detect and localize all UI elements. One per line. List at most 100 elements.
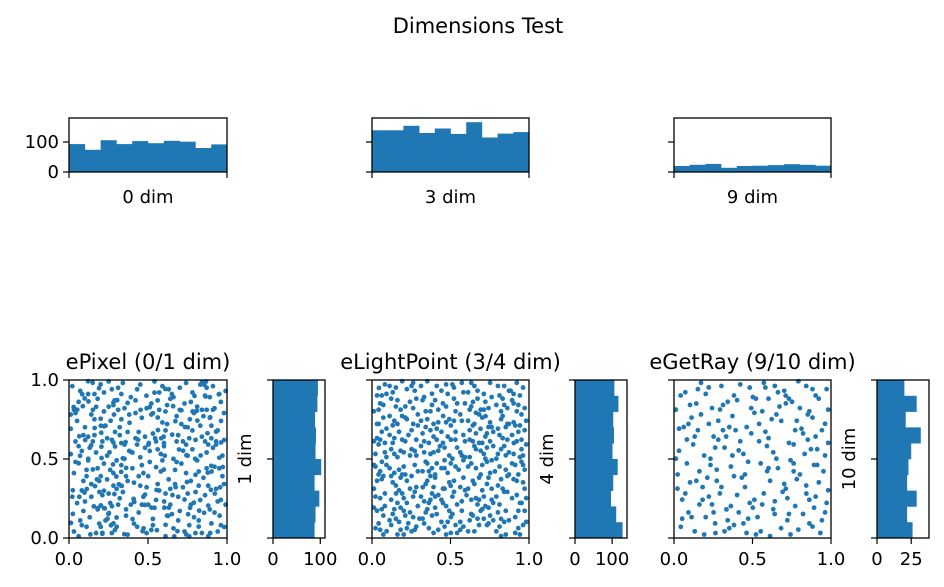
scatter-point — [678, 524, 684, 530]
scatter-point — [711, 434, 716, 439]
scatter-point — [426, 468, 432, 474]
scatter-point — [751, 497, 757, 503]
scatter-point — [98, 416, 104, 422]
scatter-point — [388, 473, 394, 479]
scatter-point — [773, 412, 779, 417]
scatter-point — [148, 527, 154, 533]
panel-1: 3 dim — [366, 117, 530, 208]
hist-bar — [450, 133, 467, 172]
hist-bar — [575, 443, 613, 460]
scatter-point — [80, 432, 86, 438]
scatter-point — [376, 472, 382, 477]
scatter-point — [217, 484, 223, 490]
scatter-point — [177, 508, 183, 514]
scatter-point — [95, 465, 101, 471]
scatter-point — [487, 438, 493, 444]
scatter-point — [387, 413, 392, 419]
scatter-point — [182, 497, 187, 502]
hist-bar — [195, 148, 212, 172]
scatter-point — [791, 468, 797, 474]
scatter-point — [412, 489, 418, 495]
scatter-point — [77, 388, 83, 394]
scatter-point — [511, 419, 517, 425]
scatter-point — [690, 442, 696, 447]
scatter-point — [712, 521, 718, 526]
scatter-point — [819, 517, 825, 523]
scatter-point — [517, 500, 523, 506]
scatter-point — [103, 518, 108, 523]
scatter-point — [445, 470, 451, 476]
scatter-point — [384, 462, 389, 468]
hist-bar — [273, 506, 316, 523]
scatter-point — [523, 442, 529, 447]
scatter-point — [205, 483, 211, 489]
scatter-point — [127, 420, 132, 426]
scatter-point — [167, 486, 173, 492]
x-tick-label: 1.0 — [817, 549, 846, 570]
scatter-point — [443, 503, 449, 509]
scatter-point — [418, 443, 424, 449]
scatter-point — [712, 445, 718, 451]
scatter-point — [175, 432, 181, 438]
scatter-point — [379, 506, 385, 512]
scatter-point — [163, 491, 168, 496]
x-axis-label: 9 dim — [727, 187, 778, 208]
scatter-point — [495, 383, 501, 389]
hist-bar — [513, 132, 530, 172]
scatter-point — [187, 416, 193, 422]
scatter-point — [772, 511, 778, 517]
scatter-point — [762, 385, 768, 390]
scatter-point — [701, 532, 707, 537]
scatter-point — [194, 458, 200, 463]
scatter-point — [791, 461, 797, 466]
scatter-point — [810, 386, 815, 392]
x-tick-label: 0 — [871, 549, 882, 570]
scatter-point — [515, 525, 521, 531]
scatter-point — [456, 467, 462, 473]
scatter-point — [692, 434, 698, 439]
scatter-point — [210, 383, 216, 389]
scatter-point — [733, 427, 738, 433]
scatter-point — [104, 453, 110, 459]
scatter-point — [473, 410, 479, 416]
scatter-point — [682, 491, 688, 496]
scatter-point — [490, 500, 496, 506]
scatter-point — [387, 465, 392, 471]
scatter-point — [104, 476, 110, 482]
scatter-point — [86, 399, 91, 404]
hist-bar — [273, 411, 316, 428]
scatter-point — [193, 437, 198, 443]
scatter-point — [420, 468, 425, 474]
x-tick-label: 1.0 — [515, 549, 544, 570]
scatter-point — [205, 430, 210, 436]
scatter-point — [87, 445, 93, 451]
scatter-point — [109, 437, 115, 443]
scatter-point — [193, 530, 198, 536]
scatter-point — [673, 407, 679, 413]
scatter-point — [443, 532, 449, 537]
scatter-point — [159, 383, 165, 389]
scatter-point — [514, 438, 520, 444]
scatter-point — [512, 462, 518, 468]
scatter-point — [163, 522, 168, 528]
panel-title: eGetRay (9/10 dim) — [649, 350, 855, 374]
scatter-point — [695, 386, 701, 392]
scatter-point — [443, 382, 449, 387]
scatter-point — [693, 478, 699, 484]
scatter-point — [519, 459, 524, 465]
scatter-point — [678, 393, 684, 398]
scatter-point — [797, 472, 803, 477]
hist-bar — [497, 133, 514, 172]
scatter-point — [766, 396, 771, 402]
scatter-point — [395, 454, 400, 460]
scatter-point — [725, 517, 731, 523]
scatter-point — [90, 380, 96, 386]
scatter-point — [391, 451, 397, 457]
scatter-point — [104, 435, 110, 441]
scatter-point — [498, 516, 504, 522]
scatter-point — [434, 461, 440, 466]
scatter-point — [741, 521, 746, 526]
scatter-point — [166, 476, 172, 482]
hist-bar — [163, 140, 180, 172]
scatter-point — [460, 524, 466, 530]
